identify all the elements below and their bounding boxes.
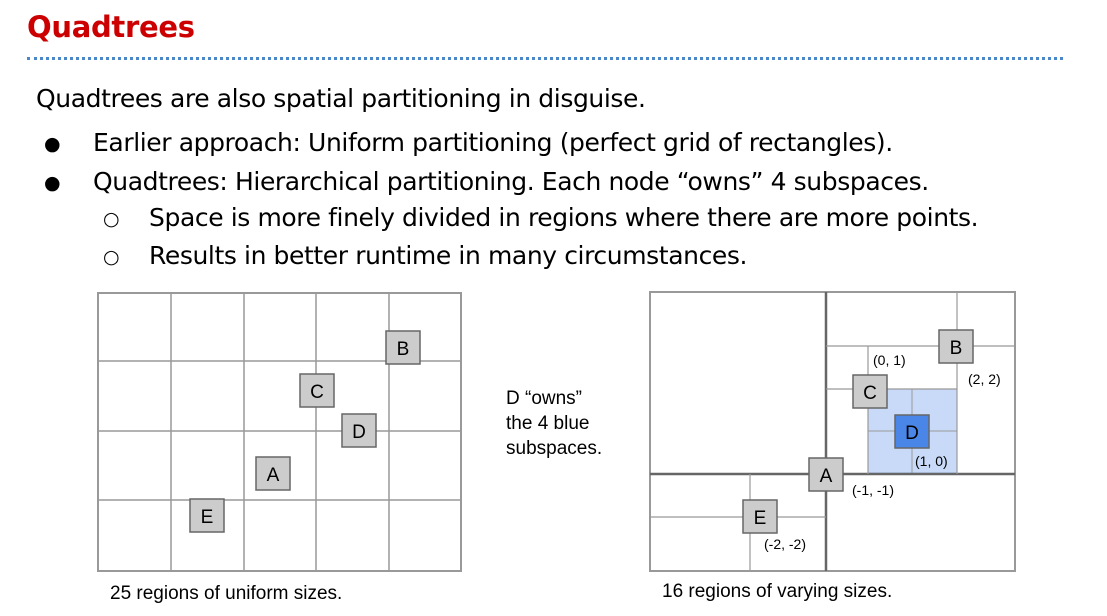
subbullet-icon: ○ bbox=[103, 246, 120, 268]
title-divider bbox=[27, 57, 1063, 60]
point-A: A bbox=[255, 456, 291, 491]
point-label: A bbox=[267, 465, 280, 486]
coord-label-C: (0, 1) bbox=[873, 352, 906, 368]
point-label: C bbox=[863, 383, 877, 404]
subbullet-icon: ○ bbox=[103, 208, 120, 230]
point-C: C bbox=[852, 374, 888, 409]
uniform-grid-diagram: B C D A E bbox=[97, 292, 462, 572]
point-label: E bbox=[754, 508, 767, 529]
coord-label-D: (1, 0) bbox=[915, 453, 948, 469]
point-label: A bbox=[820, 466, 833, 487]
point-label: D bbox=[905, 423, 919, 444]
slide-title: Quadtrees bbox=[27, 10, 195, 44]
coord-label-B: (2, 2) bbox=[968, 371, 1001, 387]
note-line: the 4 blue bbox=[506, 413, 590, 434]
point-D: D bbox=[894, 414, 930, 449]
bullet-icon: ● bbox=[44, 172, 61, 194]
coord-label-A: (-1, -1) bbox=[852, 482, 894, 498]
ownership-note: D “owns” the 4 blue subspaces. bbox=[506, 386, 602, 461]
point-label: C bbox=[310, 382, 324, 403]
subbullet-finely-divided: Space is more finely divided in regions … bbox=[149, 203, 979, 232]
point-label: B bbox=[397, 339, 410, 360]
bullet-quadtrees: Quadtrees: Hierarchical partitioning. Ea… bbox=[93, 167, 929, 196]
note-line: subspaces. bbox=[506, 438, 603, 459]
point-A: A bbox=[808, 457, 844, 492]
uniform-caption: 25 regions of uniform sizes. bbox=[110, 583, 343, 604]
point-label: D bbox=[352, 422, 366, 443]
point-C: C bbox=[299, 373, 335, 408]
subbullet-runtime: Results in better runtime in many circum… bbox=[149, 241, 748, 270]
note-line: D “owns” bbox=[506, 388, 583, 409]
point-label: E bbox=[201, 507, 214, 528]
grid-lines bbox=[98, 293, 461, 571]
quadtree-diagram: B C D A E (0, 1) (2, 2) (1, 0) (-1, -1) … bbox=[649, 291, 1016, 572]
point-E: E bbox=[742, 499, 778, 534]
point-E: E bbox=[189, 498, 225, 533]
point-label: B bbox=[950, 338, 963, 359]
bullet-icon: ● bbox=[44, 133, 61, 155]
intro-text: Quadtrees are also spatial partitioning … bbox=[36, 84, 646, 113]
point-D: D bbox=[341, 413, 377, 448]
bullet-uniform: Earlier approach: Uniform partitioning (… bbox=[93, 128, 893, 157]
point-B: B bbox=[938, 329, 974, 364]
coord-label-E: (-2, -2) bbox=[764, 536, 806, 552]
point-B: B bbox=[385, 330, 421, 365]
quadtree-caption: 16 regions of varying sizes. bbox=[662, 581, 893, 602]
